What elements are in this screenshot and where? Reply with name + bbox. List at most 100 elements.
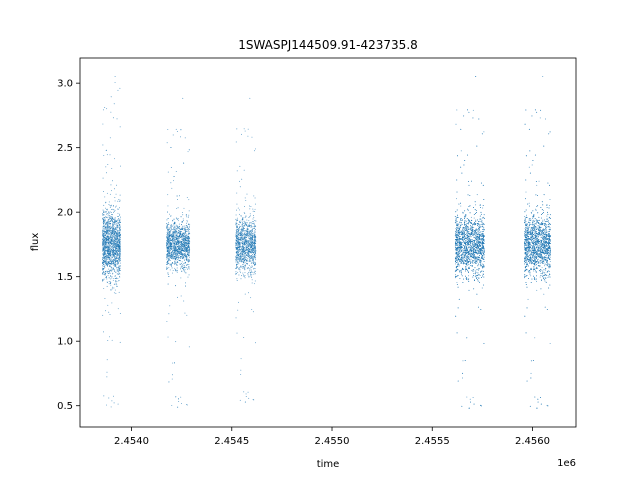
data-point	[251, 250, 253, 252]
data-point	[185, 236, 187, 238]
data-point	[116, 244, 118, 246]
data-point	[111, 216, 113, 218]
data-point	[169, 227, 171, 229]
data-point	[173, 257, 174, 259]
data-point	[105, 241, 107, 243]
data-point	[106, 261, 108, 263]
data-point	[186, 314, 188, 316]
data-point	[107, 239, 109, 241]
data-point	[252, 243, 254, 245]
data-point	[104, 243, 106, 245]
data-point	[103, 233, 105, 235]
data-point	[250, 244, 252, 246]
data-point	[104, 255, 106, 257]
data-point	[109, 205, 111, 207]
data-point	[113, 211, 114, 213]
data-point	[240, 373, 242, 375]
data-point	[248, 228, 249, 230]
data-point	[249, 251, 251, 253]
data-point	[253, 236, 255, 238]
data-point	[185, 257, 187, 259]
data-point	[104, 273, 106, 275]
data-point	[246, 219, 248, 221]
data-point	[184, 248, 186, 250]
data-point	[252, 223, 254, 225]
data-point	[104, 196, 106, 198]
data-point	[105, 237, 107, 239]
data-point	[252, 257, 254, 259]
data-point	[103, 210, 105, 212]
data-point	[119, 224, 120, 225]
data-point	[247, 128, 249, 130]
data-point	[118, 256, 120, 257]
data-point	[236, 273, 237, 274]
data-point	[254, 234, 256, 236]
data-point	[180, 264, 182, 266]
data-point	[248, 276, 250, 278]
data-point	[239, 220, 241, 222]
data-point	[180, 396, 182, 398]
data-point	[117, 257, 119, 259]
data-point	[183, 229, 185, 231]
data-point	[241, 243, 243, 244]
data-point	[103, 211, 105, 213]
data-point	[167, 222, 169, 223]
data-point	[115, 243, 117, 245]
data-point	[109, 233, 111, 235]
data-point	[168, 234, 170, 236]
data-point	[247, 252, 249, 254]
data-point	[102, 209, 104, 211]
data-point	[113, 231, 115, 233]
data-point	[235, 141, 237, 143]
data-point	[177, 255, 179, 257]
data-point	[246, 239, 248, 241]
data-point	[242, 256, 244, 258]
data-point	[119, 250, 121, 252]
data-point	[244, 213, 246, 215]
data-point	[110, 220, 112, 221]
data-point	[166, 254, 168, 256]
data-point	[188, 274, 190, 276]
data-point	[115, 292, 117, 294]
data-point	[110, 221, 111, 223]
data-point	[112, 222, 114, 224]
data-point	[236, 217, 238, 219]
data-point	[182, 254, 184, 256]
data-point	[183, 270, 185, 272]
data-point	[167, 253, 169, 255]
data-point	[115, 235, 117, 237]
data-point	[247, 259, 249, 261]
data-point	[244, 269, 246, 271]
data-point	[111, 262, 112, 264]
data-point	[245, 241, 247, 242]
data-point	[176, 231, 178, 233]
data-point	[182, 263, 184, 265]
data-point	[179, 251, 180, 253]
data-point	[254, 265, 256, 266]
data-point	[241, 256, 242, 257]
data-point	[117, 244, 119, 245]
data-point	[182, 244, 184, 246]
data-point	[113, 292, 115, 294]
data-point	[173, 250, 174, 252]
data-point	[119, 275, 121, 277]
data-point	[237, 249, 239, 250]
data-point	[249, 243, 251, 245]
data-point	[166, 262, 168, 263]
data-point	[239, 250, 241, 252]
data-point	[180, 295, 182, 297]
data-point	[175, 244, 177, 246]
data-point	[236, 226, 237, 228]
data-point	[102, 257, 104, 259]
data-point	[107, 220, 109, 222]
data-point	[171, 254, 173, 256]
data-point	[103, 154, 105, 156]
data-point	[105, 215, 107, 217]
data-point	[243, 128, 245, 130]
data-point	[107, 217, 109, 219]
data-point	[111, 190, 112, 192]
data-point	[244, 268, 246, 270]
data-point	[108, 283, 110, 285]
data-point	[111, 214, 113, 216]
data-point	[170, 264, 172, 266]
